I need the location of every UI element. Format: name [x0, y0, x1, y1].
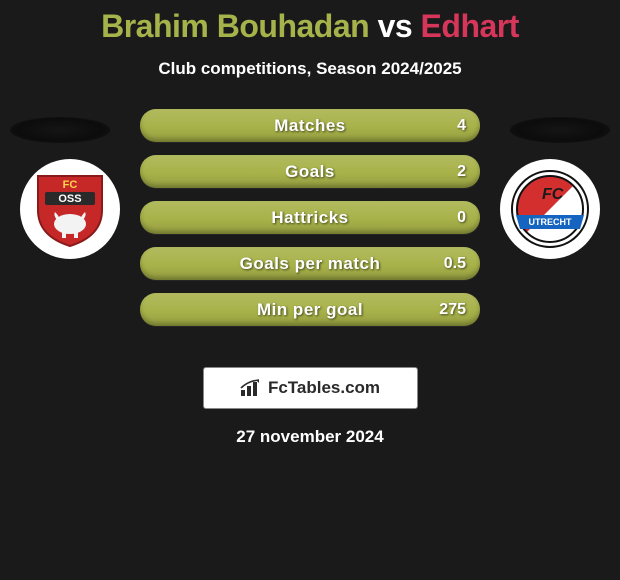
- stat-right-value: 275: [439, 301, 466, 319]
- stat-label: Goals per match: [240, 254, 381, 274]
- svg-text:OSS: OSS: [58, 193, 81, 205]
- bar-chart-icon: [240, 379, 262, 397]
- stats-content: FC OSS: [0, 109, 620, 349]
- stat-bar-matches: Matches 4: [140, 109, 480, 142]
- fctables-logo: FcTables.com: [203, 367, 418, 409]
- shadow-left: [10, 117, 110, 143]
- stat-bar-hattricks: Hattricks 0: [140, 201, 480, 234]
- subtitle: Club competitions, Season 2024/2025: [0, 59, 620, 79]
- stat-label: Hattricks: [271, 208, 348, 228]
- shield-right-icon: FC UTRECHT: [510, 169, 590, 249]
- footer-date: 27 november 2024: [0, 427, 620, 447]
- stat-right-value: 0: [457, 209, 466, 227]
- stat-bar-goals-per-match: Goals per match 0.5: [140, 247, 480, 280]
- comparison-title: Brahim Bouhadan vs Edhart: [0, 0, 620, 45]
- svg-text:FC: FC: [63, 179, 78, 191]
- fctables-logo-text: FcTables.com: [268, 378, 380, 398]
- stat-right-value: 0.5: [444, 255, 466, 273]
- stat-label: Matches: [274, 116, 346, 136]
- stat-bars: Matches 4 Goals 2 Hattricks 0 Goals per …: [140, 109, 480, 326]
- vs-text: vs: [378, 8, 413, 44]
- club-badge-left: FC OSS: [20, 159, 120, 259]
- stat-right-value: 4: [457, 117, 466, 135]
- svg-text:FC: FC: [542, 186, 564, 203]
- player1-name: Brahim Bouhadan: [101, 8, 369, 44]
- svg-text:UTRECHT: UTRECHT: [529, 217, 572, 227]
- stat-bar-goals: Goals 2: [140, 155, 480, 188]
- shield-left-icon: FC OSS: [35, 170, 105, 248]
- club-badge-right: FC UTRECHT: [500, 159, 600, 259]
- stat-right-value: 2: [457, 163, 466, 181]
- stat-label: Min per goal: [257, 300, 363, 320]
- player2-name: Edhart: [421, 8, 519, 44]
- stat-bar-min-per-goal: Min per goal 275: [140, 293, 480, 326]
- shadow-right: [510, 117, 610, 143]
- stat-label: Goals: [285, 162, 335, 182]
